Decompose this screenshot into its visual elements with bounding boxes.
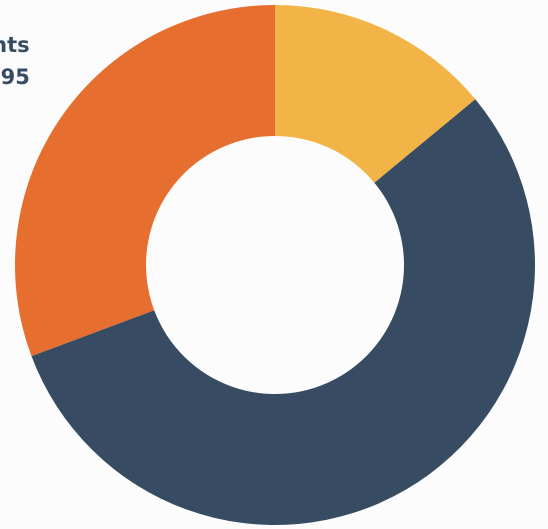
- donut-slice-1: [275, 5, 476, 183]
- slice-callout: ants ,995: [0, 30, 30, 93]
- donut-slice-3: [14, 5, 275, 357]
- callout-value: ,995: [0, 64, 30, 89]
- callout-label: ants: [0, 33, 30, 57]
- donut-slice-2: [31, 99, 535, 526]
